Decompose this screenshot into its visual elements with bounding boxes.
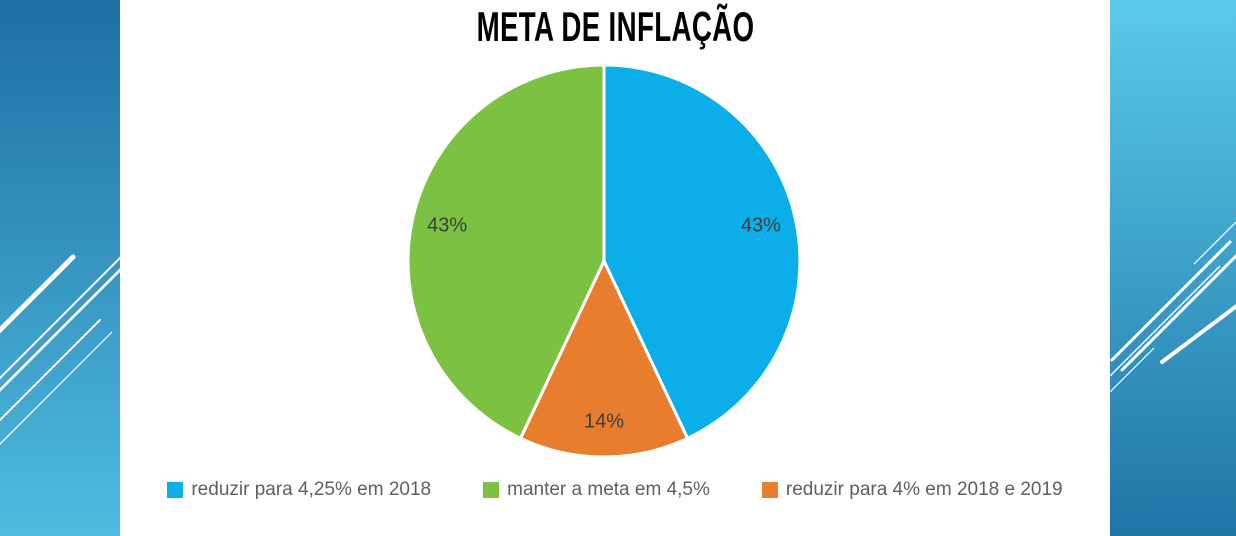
legend-item-manter-meta[interactable]: manter a meta em 4,5% <box>483 479 710 501</box>
diagonal-lines-left-icon <box>0 254 120 445</box>
diagonal-lines-right-icon <box>1110 221 1236 393</box>
legend-label: reduzir para 4,25% em 2018 <box>191 479 432 500</box>
legend-swatch-green <box>483 482 500 498</box>
slice-label-1: 43% <box>427 214 468 237</box>
left-decor-panel <box>0 0 120 536</box>
legend-swatch-orange <box>761 482 778 498</box>
chart-legend: reduzir para 4,25% em 2018 manter a meta… <box>120 479 1110 501</box>
slice-label-2: 14% <box>583 410 625 433</box>
legend-label: reduzir para 4% em 2018 e 2019 <box>785 479 1063 500</box>
pie-slice-2[interactable] <box>519 259 689 459</box>
legend-swatch-blue <box>167 482 184 498</box>
pie-chart: 43% 14% 43% <box>398 55 810 467</box>
pie-slice-1[interactable] <box>406 63 606 440</box>
pie-slice-0[interactable] <box>602 63 802 440</box>
legend-label: manter a meta em 4,5% <box>507 479 710 500</box>
slice-label-0: 43% <box>740 214 781 237</box>
legend-item-reduzir-4[interactable]: reduzir para 4% em 2018 e 2019 <box>761 479 1063 501</box>
legend-item-reduzir-425[interactable]: reduzir para 4,25% em 2018 <box>167 479 431 501</box>
chart-title-text: META DE INFLAÇÃO <box>476 3 754 50</box>
right-decor-panel <box>1110 0 1236 536</box>
chart-title: META DE INFLAÇÃO <box>120 6 1110 48</box>
